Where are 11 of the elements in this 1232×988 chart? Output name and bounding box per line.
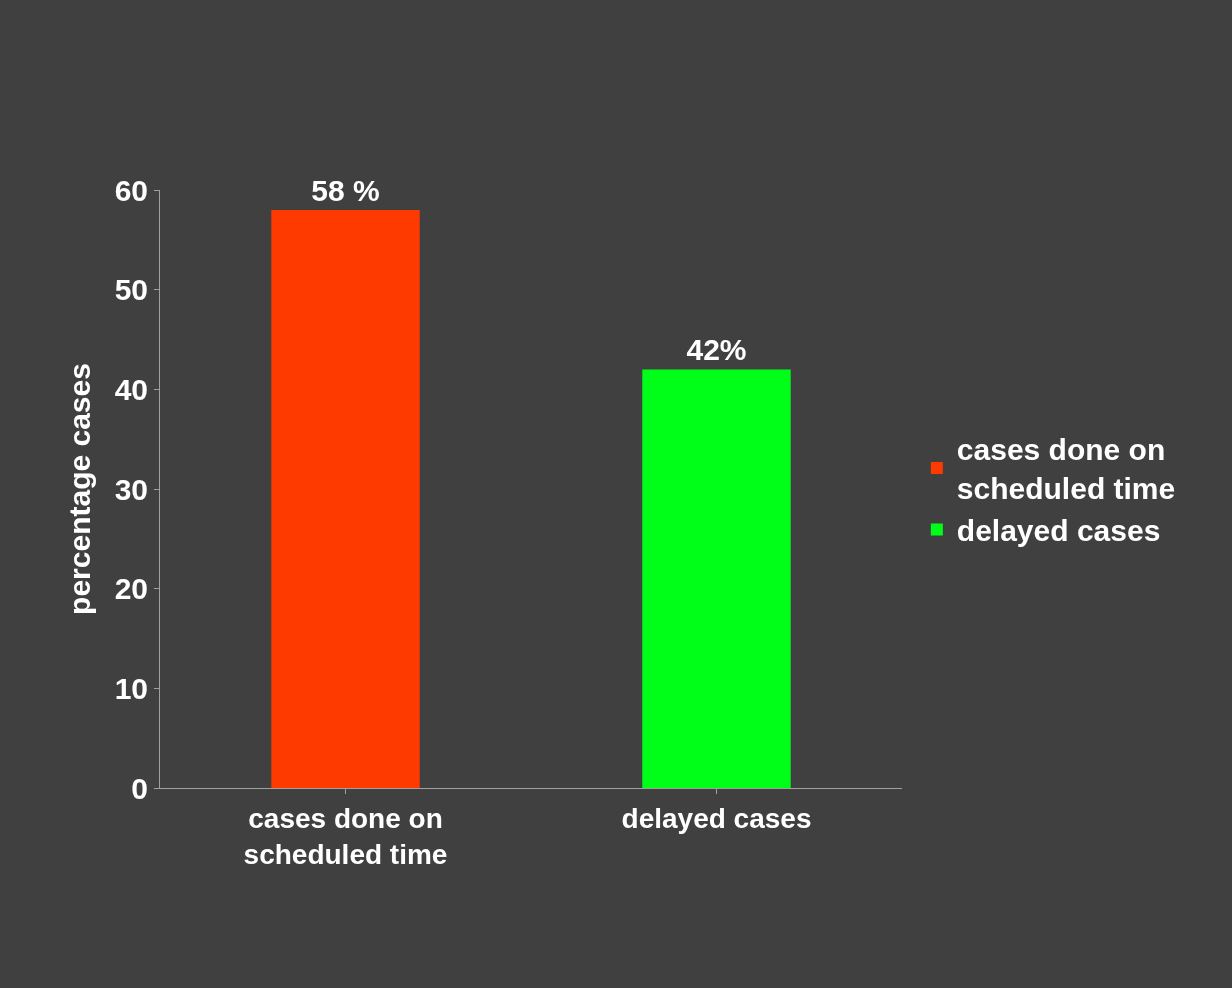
data-label: 42% bbox=[686, 333, 747, 367]
y-tick-label: 0 bbox=[131, 771, 148, 805]
y-axis-title: percentage cases bbox=[62, 363, 96, 615]
y-tick-label: 10 bbox=[114, 671, 148, 705]
data-label: 58 % bbox=[311, 173, 380, 207]
y-tick-label: 40 bbox=[114, 372, 148, 406]
y-tick-label: 30 bbox=[114, 472, 148, 506]
legend-label: delayed cases bbox=[956, 514, 1161, 548]
y-tick-label: 60 bbox=[114, 173, 148, 207]
y-tick-label: 20 bbox=[114, 572, 148, 606]
y-tick-label: 50 bbox=[114, 273, 148, 307]
